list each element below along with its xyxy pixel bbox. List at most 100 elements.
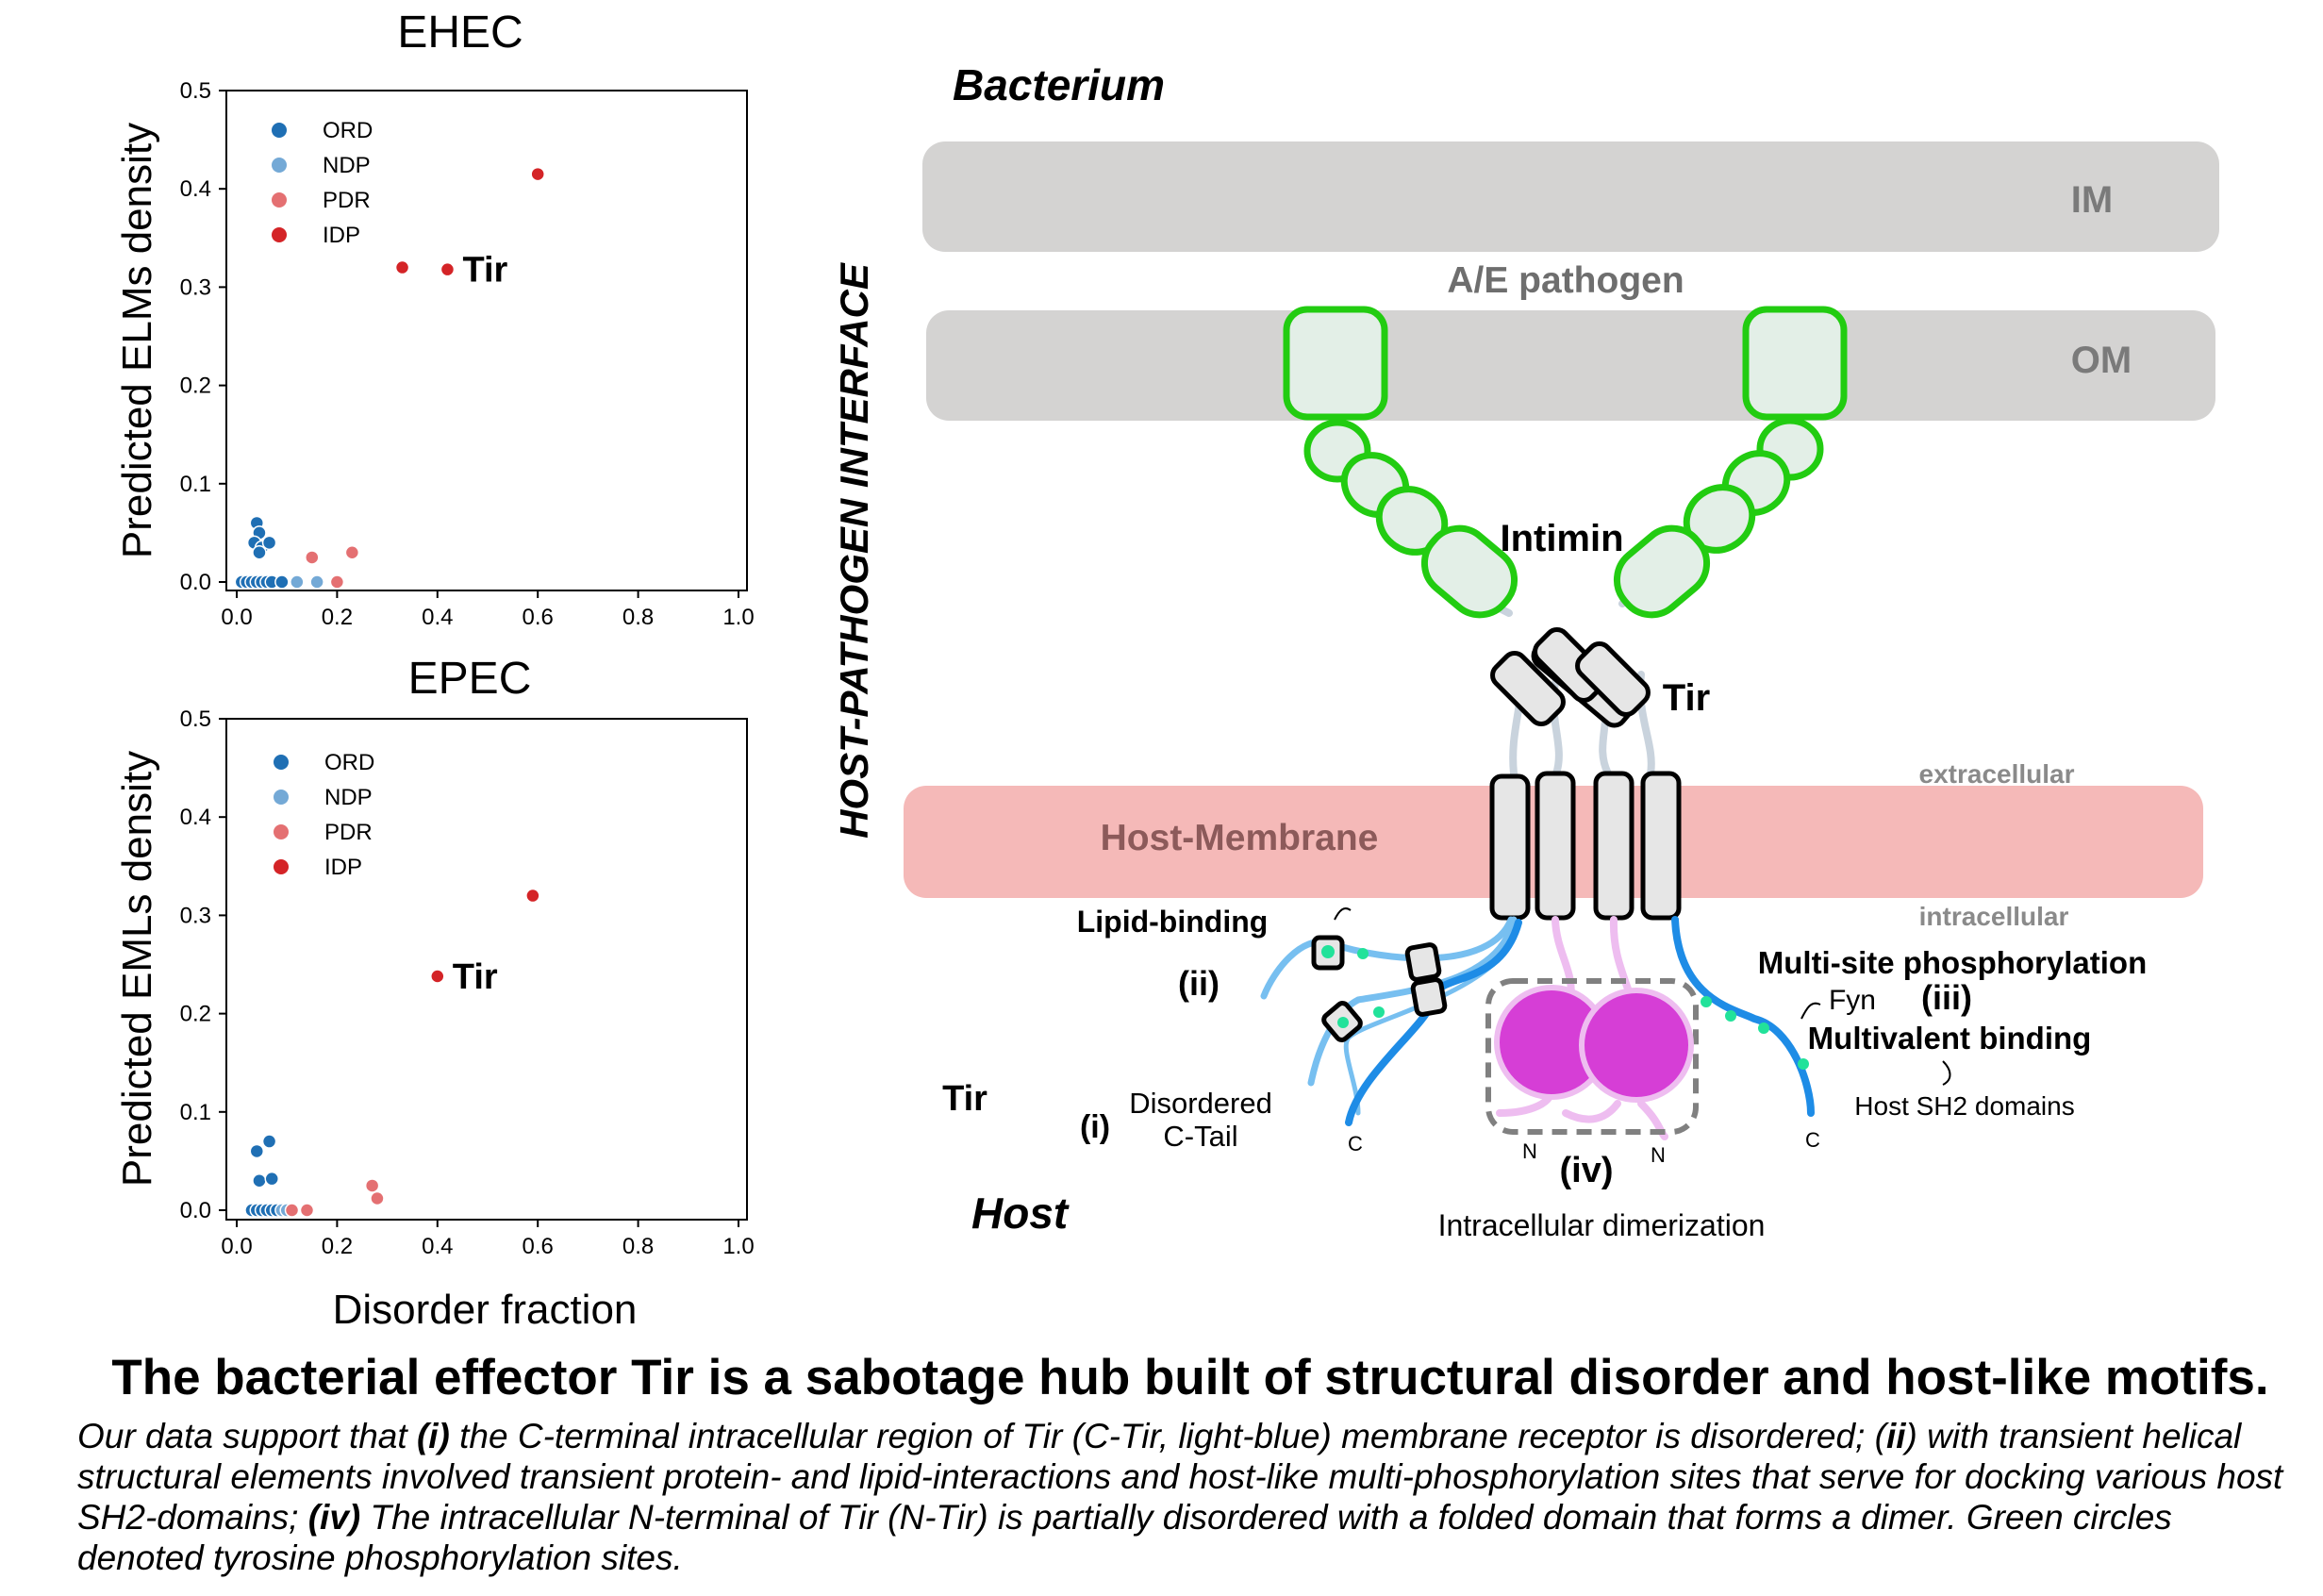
n-left-label: N (1522, 1139, 1537, 1163)
host-membrane-label: Host-Membrane (1101, 818, 1379, 858)
ehec-x-tick-label: 0.4 (422, 605, 453, 630)
ehec-legend-marker (272, 158, 287, 173)
lipid-binding-label: Lipid-binding (1077, 905, 1269, 939)
tir-top-label: Tir (1663, 677, 1710, 719)
caption-title: The bacterial effector Tir is a sabotage… (111, 1350, 2269, 1405)
epec-x-ticks: 0.0 0.2 0.4 0.6 0.8 1.0 (221, 1220, 755, 1259)
epec-y-tick-label: 0.1 (180, 1100, 211, 1125)
ehec-tir-annotation: Tir (462, 251, 507, 291)
ehec-legend-label: IDP (323, 223, 360, 248)
ehec-points (234, 166, 545, 590)
ntir-domains (1494, 985, 1694, 1103)
ehec-legend: ORD NDP PDR IDP (272, 118, 373, 248)
ehec-point-ord (252, 544, 267, 560)
ehec-plot-frame (225, 90, 748, 591)
sh2-arrow-icon (1942, 1060, 1951, 1086)
multivalent-label: Multivalent binding (1808, 1021, 2092, 1056)
dimer-box (1485, 978, 1699, 1135)
tir-transmembrane (1489, 771, 1682, 921)
epec-plot-frame (225, 718, 748, 1221)
caption: The bacterial effector Tir is a sabotage… (77, 1349, 2303, 1578)
intimin-right (1613, 306, 1848, 619)
epec-legend-marker (274, 859, 289, 874)
disordered-line1: Disordered (1129, 1087, 1272, 1120)
epec-tir-annotation: Tir (453, 957, 498, 997)
ehec-y-tick-label: 0.0 (180, 570, 211, 595)
epec-x-tick-label: 1.0 (722, 1234, 754, 1259)
epec-point-idp (430, 969, 445, 984)
iii-label: (iii) (1921, 978, 1972, 1017)
im-label: IM (2071, 179, 2113, 221)
caption-body: Our data support that (i) the C-terminal… (77, 1416, 2303, 1578)
ehec-x-tick-label: 0.0 (221, 605, 252, 630)
tir-complex (1490, 627, 1651, 728)
i-label: (i) (1080, 1109, 1110, 1145)
epec-legend-label: PDR (324, 820, 373, 845)
epec-y-tick-label: 0.4 (180, 805, 211, 830)
ehec-legend-label: PDR (323, 188, 371, 213)
ehec-y-tick-label: 0.4 (180, 176, 211, 202)
epec-legend-marker (274, 790, 289, 805)
epec-point-ord (252, 1172, 267, 1189)
epec-y-tick-label: 0.2 (180, 1002, 211, 1027)
intimin-left (1283, 306, 1518, 619)
ehec-point-pdr (305, 550, 320, 565)
caption-part-1: Our data support that (77, 1417, 417, 1455)
ehec-y-tick-label: 0.2 (180, 374, 211, 399)
ehec-legend-label: NDP (323, 153, 371, 178)
ehec-x-ticks: 0.0 0.2 0.4 0.6 0.8 1.0 (221, 590, 755, 630)
ehec-point-idp (394, 259, 410, 275)
ae-pathogen-label: A/E pathogen (1447, 260, 1684, 301)
epec-x-tick-label: 0.0 (221, 1234, 252, 1259)
outer-membrane (926, 310, 2215, 421)
ehec-legend-label: ORD (323, 118, 373, 143)
interface-label: HOST-PATHOGEN INTERFACE (832, 261, 876, 839)
fyn-arrow-icon (1800, 1002, 1821, 1020)
ehec-y-tick-label: 0.3 (180, 274, 211, 300)
host-label: Host (971, 1189, 1070, 1238)
c-right-label: C (1805, 1128, 1820, 1152)
lipid-arrow-icon (1334, 907, 1352, 921)
epec-legend-label: ORD (324, 750, 374, 775)
inner-membrane (922, 141, 2219, 252)
epec-title: EPEC (408, 654, 532, 704)
ehec-y-ticks: 0.0 0.1 0.2 0.3 0.4 0.5 (180, 78, 226, 595)
epec-point-ord (261, 1134, 277, 1149)
ehec-y-tick-label: 0.1 (180, 472, 211, 497)
ehec-point-ord (261, 535, 277, 551)
ehec-point-ord (274, 574, 290, 590)
ehec-point-idp (530, 166, 545, 182)
ehec-point-ndp (309, 574, 324, 590)
caption-i: (i) (416, 1417, 450, 1455)
bacterium-label: Bacterium (953, 60, 1165, 109)
epec-x-tick-label: 0.6 (523, 1234, 554, 1259)
epec-legend-label: NDP (324, 785, 373, 810)
caption-iv: (iv) (307, 1498, 361, 1537)
epec-x-tick-label: 0.4 (422, 1234, 453, 1259)
epec-x-tick-label: 0.8 (622, 1234, 654, 1259)
dimerization-label: Intracellular dimerization (1438, 1208, 1766, 1242)
epec-legend-label: IDP (324, 855, 362, 880)
ehec-x-tick-label: 1.0 (722, 605, 754, 630)
ehec-legend-marker (272, 227, 287, 242)
ehec-legend-marker (272, 123, 287, 138)
epec-point-ord (249, 1143, 265, 1159)
epec-chart: EPEC 0.0 0.1 0.2 0.3 0.4 0.5 0.0 0.2 0.4 0.6 0.8 1… (114, 654, 755, 1333)
c-left-label: C (1348, 1132, 1363, 1155)
epec-xlabel: Disorder fraction (333, 1287, 638, 1333)
extracellular-label: extracellular (1919, 759, 2075, 789)
phospho-sites (1321, 945, 1809, 1070)
tir-left-label: Tir (942, 1079, 987, 1119)
epec-points (244, 888, 540, 1218)
epec-point-idp (525, 888, 540, 904)
ehec-x-tick-label: 0.2 (322, 605, 353, 630)
ehec-x-tick-label: 0.6 (523, 605, 554, 630)
epec-legend: ORD NDP PDR IDP (274, 750, 374, 880)
epec-x-tick-label: 0.2 (322, 1234, 353, 1259)
caption-part-4: The intracellular N-terminal of Tir (N-T… (77, 1498, 2172, 1577)
fyn-label: Fyn (1829, 985, 1876, 1016)
epec-point-pdr (284, 1203, 300, 1218)
ii-label: (ii) (1178, 964, 1220, 1003)
ehec-point-ndp (290, 574, 305, 590)
